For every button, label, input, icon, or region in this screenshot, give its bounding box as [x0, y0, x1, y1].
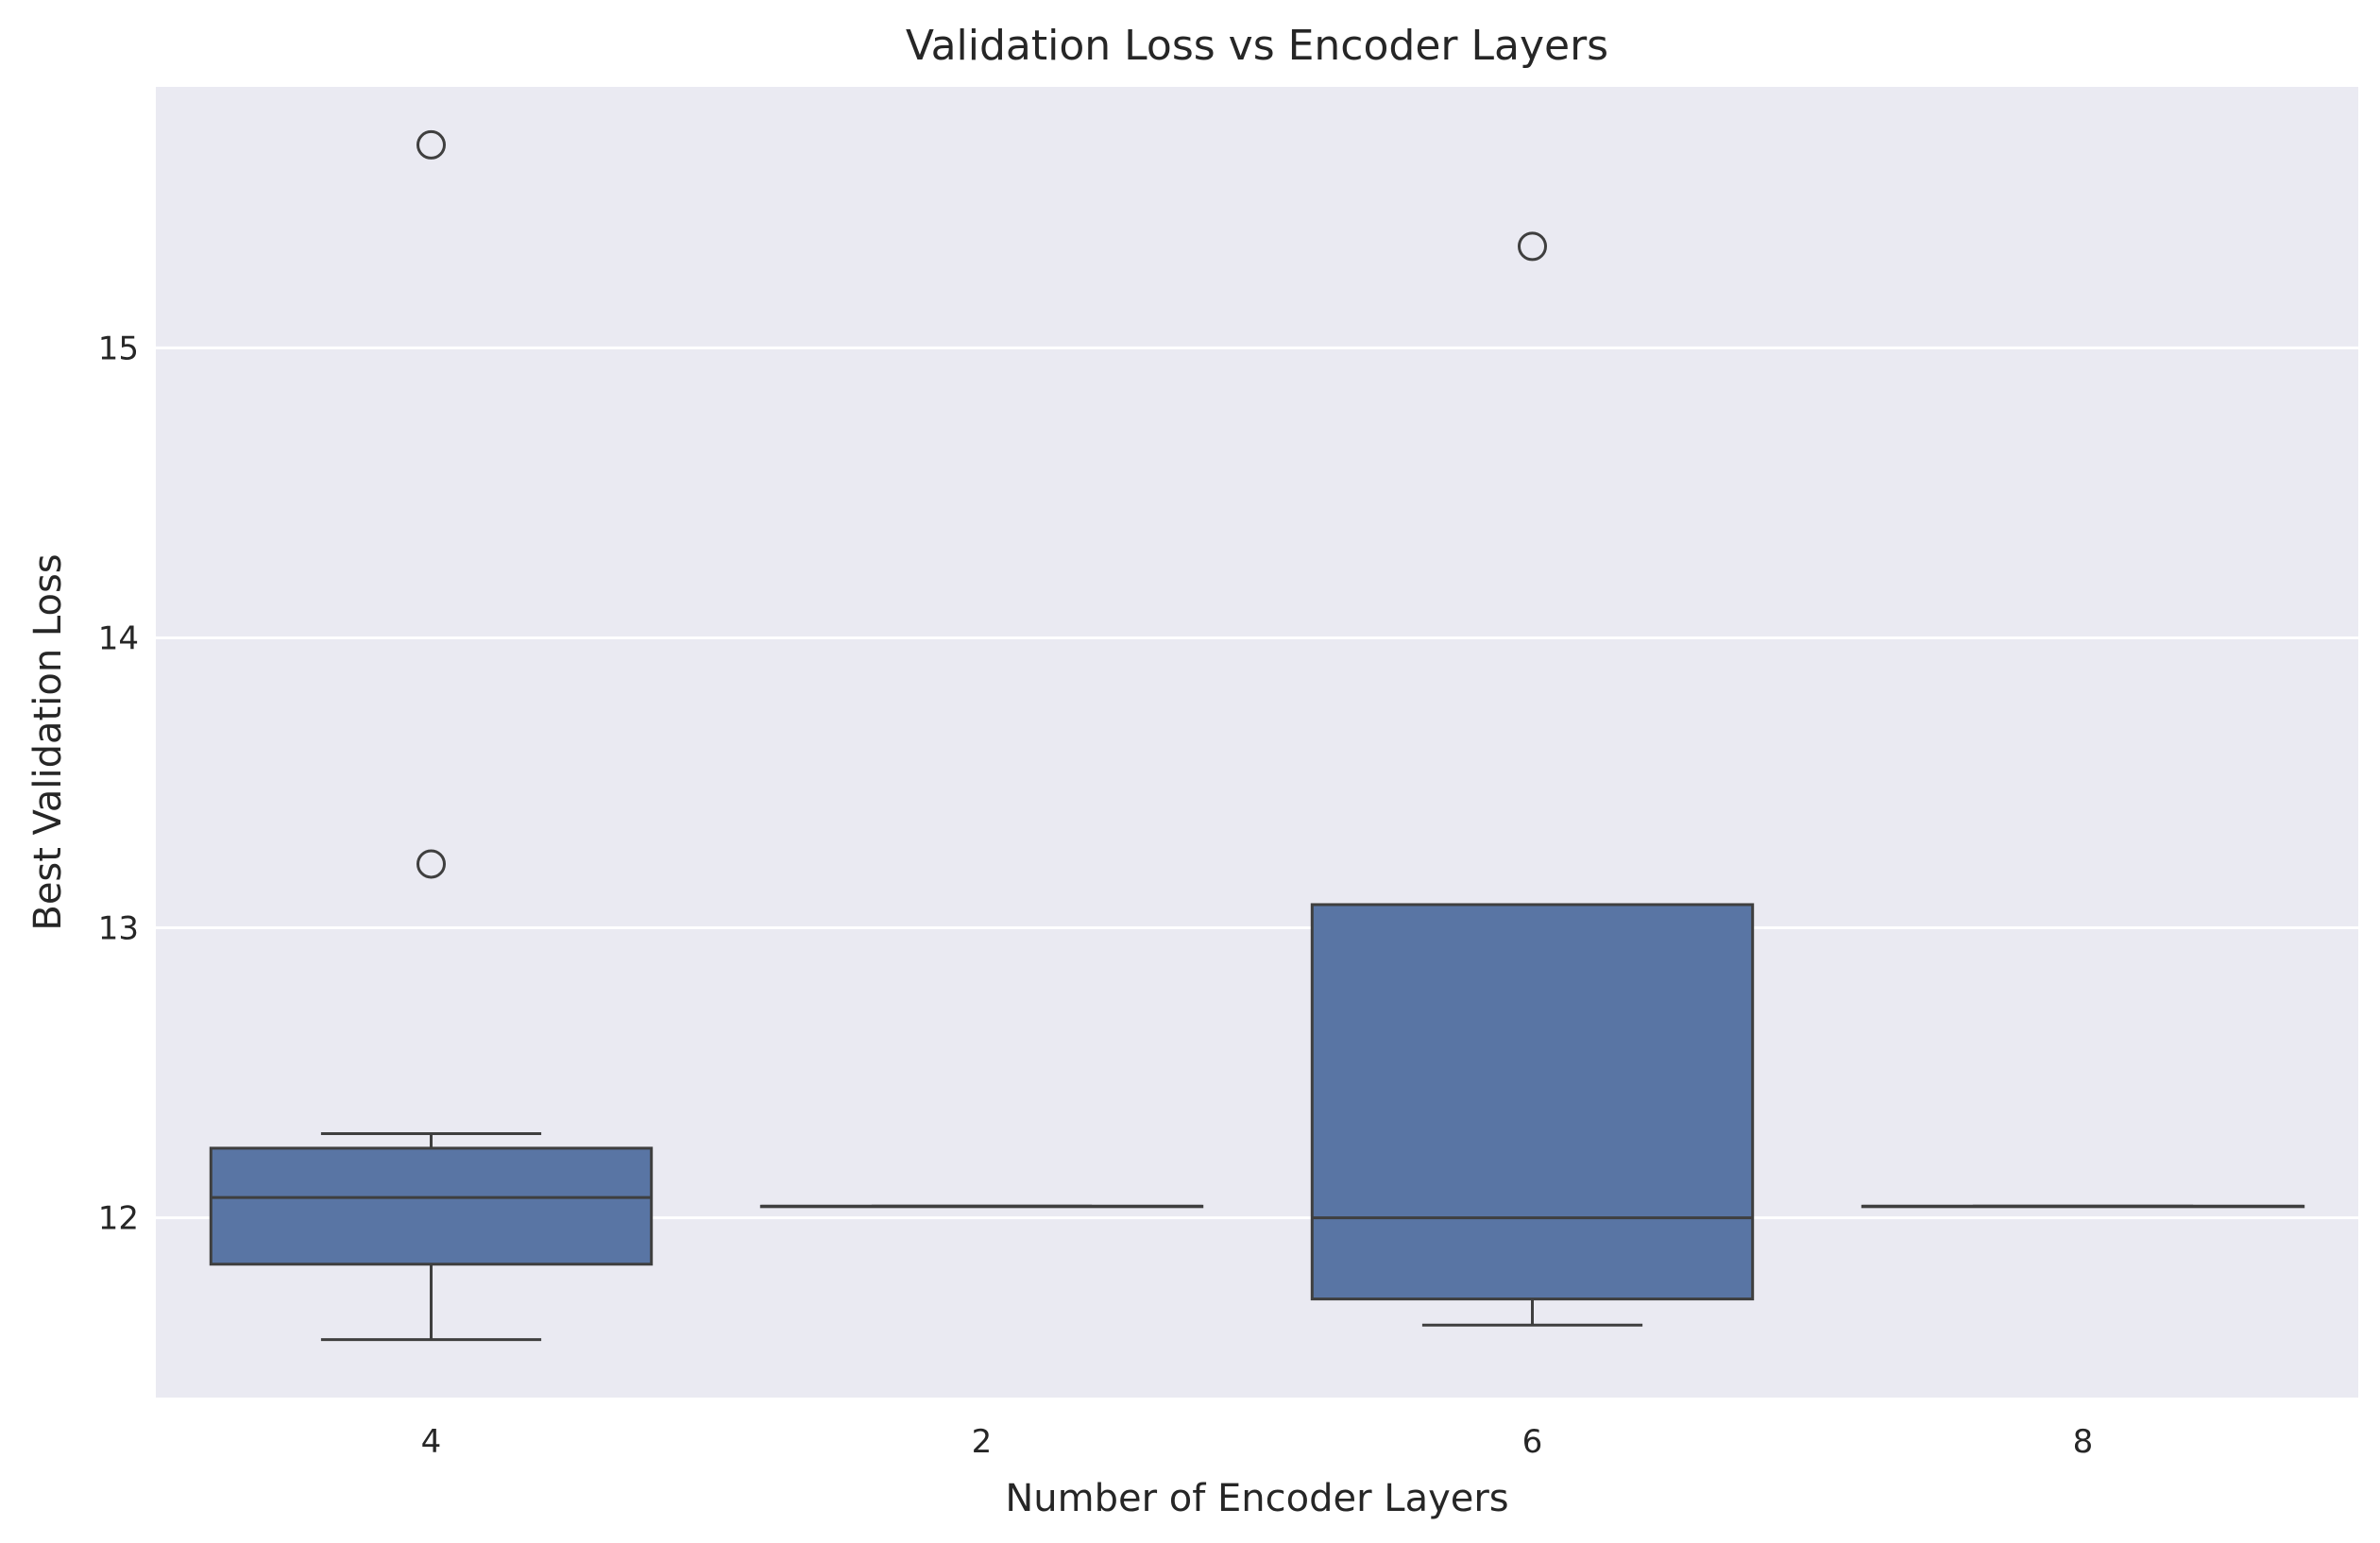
- outlier-point: [416, 849, 446, 879]
- y-tick-label: 13: [98, 910, 139, 948]
- x-tick-label: 8: [2073, 1423, 2094, 1461]
- y-tick-label: 15: [98, 330, 139, 367]
- y-axis-ticks: 12 13 14 15: [98, 330, 139, 1237]
- boxes: [209, 129, 2305, 1342]
- chart-title: Validation Loss vs Encoder Layers: [906, 22, 1608, 70]
- box-group-6: [1310, 231, 1755, 1327]
- y-axis-label: Best Validation Loss: [26, 553, 70, 930]
- box-group-8: [1861, 1204, 2305, 1209]
- y-tick-label: 12: [98, 1200, 139, 1238]
- box-group-4: [209, 129, 654, 1342]
- box-iqr: [1310, 903, 1755, 1301]
- box-group-2: [759, 1204, 1204, 1209]
- y-tick-label: 14: [98, 619, 139, 657]
- x-axis-ticks: 4 2 6 8: [421, 1423, 2094, 1461]
- outlier-point: [1518, 231, 1547, 262]
- x-tick-label: 2: [972, 1423, 993, 1461]
- x-tick-label: 4: [421, 1423, 442, 1461]
- outlier-point: [416, 129, 446, 160]
- box-iqr: [209, 1146, 654, 1266]
- x-axis-label: Number of Encoder Layers: [1005, 1477, 1508, 1520]
- x-tick-label: 6: [1522, 1423, 1543, 1461]
